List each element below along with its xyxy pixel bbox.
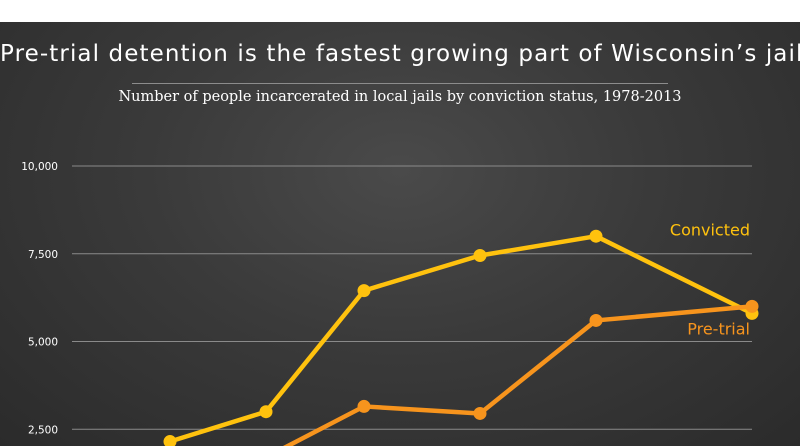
data-point (589, 229, 603, 243)
chart-title: Pre-trial detention is the fastest growi… (0, 41, 800, 67)
series-line-convicted (167, 233, 755, 444)
data-point (357, 399, 371, 413)
y-tick-label: 5,000 (28, 337, 58, 349)
line-chart: 2,500 5,000 7,500 10,000 Convicted Pre-trial (21, 161, 759, 446)
data-point (473, 406, 487, 420)
chart-panel: Pre-trial detention is the fastest growi… (0, 22, 800, 446)
title-divider (132, 83, 668, 84)
data-point (163, 435, 177, 446)
data-point (589, 313, 603, 327)
series-label: Convicted (670, 220, 750, 239)
chart-subtitle: Number of people incarcerated in local j… (118, 89, 682, 105)
y-tick-label: 10,000 (21, 161, 58, 173)
data-point (259, 405, 273, 419)
data-point (473, 249, 487, 263)
data-point (745, 299, 759, 313)
y-tick-label: 7,500 (28, 249, 58, 261)
series-line-pre-trial (282, 304, 755, 446)
y-tick-label: 2,500 (28, 424, 58, 436)
data-point (357, 284, 371, 298)
series-label: Pre-trial (687, 319, 750, 338)
